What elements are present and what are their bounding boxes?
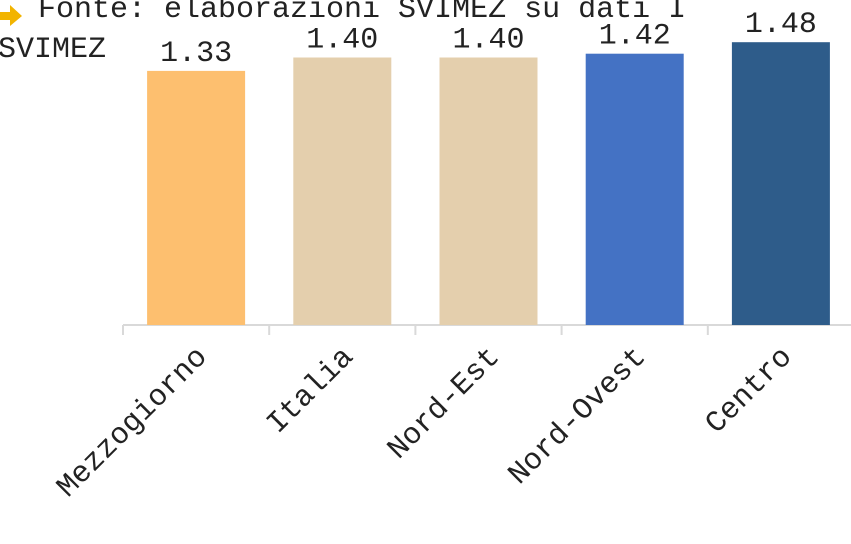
bars <box>147 42 830 326</box>
x-axis-ticks <box>122 325 709 335</box>
category-label-mezzogiorno: Mezzogiorno <box>51 341 215 505</box>
bar-nord-ovest <box>585 53 684 325</box>
value-label-italia: 1.40 <box>306 24 378 58</box>
bar-centro <box>731 42 830 325</box>
source-note-line2: SVIMEZ <box>0 33 106 67</box>
value-labels: 1.33 1.40 1.40 1.42 1.48 <box>160 8 817 71</box>
category-label-italia: Italia <box>261 341 361 441</box>
source-note-line1: Fonte: elaborazioni SVIMEZ su dati I <box>38 0 686 27</box>
value-label-nord-est: 1.40 <box>452 24 524 58</box>
value-label-nord-ovest: 1.42 <box>599 20 671 54</box>
arrow-icon <box>0 5 22 26</box>
value-label-centro: 1.48 <box>745 8 817 42</box>
bar-nord-est <box>439 57 538 325</box>
bar-italia <box>293 57 392 325</box>
bar-mezzogiorno <box>147 70 246 326</box>
category-label-nord-est: Nord-Est <box>382 341 508 467</box>
category-label-centro: Centro <box>700 341 800 441</box>
category-label-nord-ovest: Nord-Ovest <box>502 341 653 492</box>
value-label-mezzogiorno: 1.33 <box>160 37 232 71</box>
